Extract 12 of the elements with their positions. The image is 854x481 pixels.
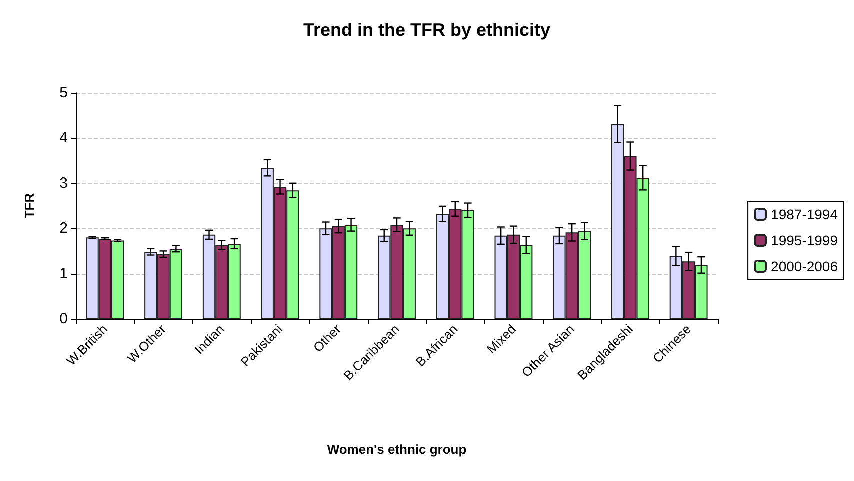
legend-label: 1995-1999 bbox=[771, 232, 838, 248]
x-axis-title: Women's ethnic group bbox=[327, 442, 467, 457]
y-tick-label: 0 bbox=[60, 310, 68, 328]
y-tick-label: 2 bbox=[60, 220, 68, 238]
y-tick-label: 4 bbox=[60, 130, 68, 147]
y-axis-title: TFR bbox=[22, 192, 37, 219]
y-tick-label: 3 bbox=[60, 174, 68, 192]
chart-title: Trend in the TFR by ethnicity bbox=[303, 20, 551, 40]
legend-label: 1987-1994 bbox=[771, 206, 838, 222]
y-tick-label: 5 bbox=[60, 84, 68, 102]
y-tick-label: 1 bbox=[60, 265, 68, 282]
legend-label: 2000-2006 bbox=[771, 258, 838, 274]
